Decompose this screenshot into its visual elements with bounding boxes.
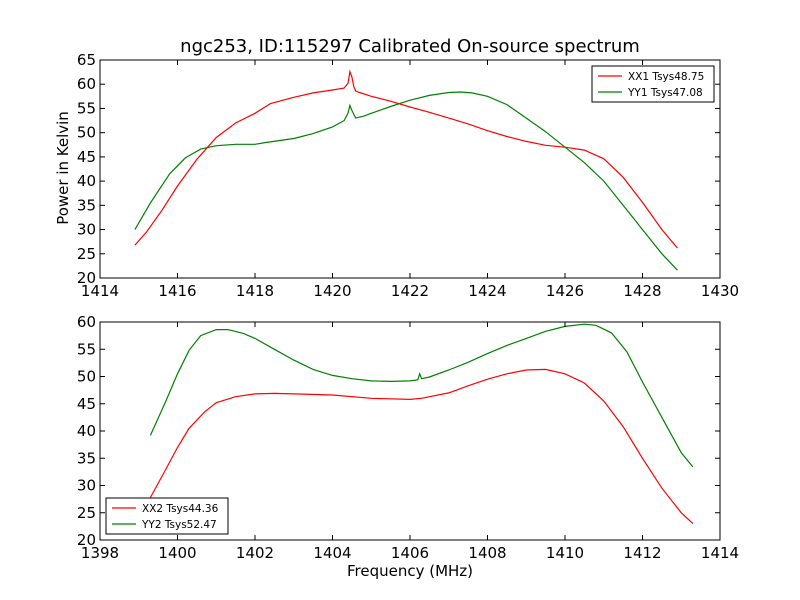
y-tick-label-0-3: 35 [77, 196, 96, 214]
x-tick-label-1-2: 1402 [236, 544, 274, 562]
legend-0: XX1 Tsys48.75 YY1 Tsys47.08 [591, 65, 715, 103]
x-tick-label-0-6: 1426 [546, 282, 584, 300]
chart-title: ngc253, ID:115297 Calibrated On-source s… [180, 36, 640, 57]
y-tick-label-0-9: 65 [77, 51, 96, 69]
x-tick-label-1-3: 1404 [313, 544, 351, 562]
x-tick-label-0-3: 1420 [313, 282, 351, 300]
series-line-1-1 [149, 323, 694, 468]
x-tick-label-0-0: 1414 [81, 282, 119, 300]
series-line-1-0 [149, 368, 694, 525]
x-tick-label-1-1: 1400 [158, 544, 196, 562]
y-tick-label-0-4: 40 [77, 172, 96, 190]
legend-label-1-1: YY2 Tsys52.47 [141, 519, 217, 531]
x-tick-label-0-1: 1416 [158, 282, 196, 300]
y-tick-label-1-6: 50 [77, 368, 96, 386]
legend-label-0-0: XX1 Tsys48.75 [628, 71, 704, 83]
y-tick-label-0-0: 20 [77, 269, 96, 287]
x-tick-label-1-6: 1410 [546, 544, 584, 562]
y-tick-label-0-8: 60 [77, 75, 96, 93]
y-tick-label-1-5: 45 [77, 395, 96, 413]
y-tick-label-0-5: 45 [77, 148, 96, 166]
x-tick-label-0-4: 1422 [391, 282, 429, 300]
y-tick-label-0-7: 55 [77, 99, 96, 117]
x-tick-label-0-2: 1418 [236, 282, 274, 300]
legend-box-1 [105, 497, 229, 535]
y-tick-label-1-4: 40 [77, 422, 96, 440]
y-tick-label-1-8: 60 [77, 313, 96, 331]
legend-label-0-1: YY1 Tsys47.08 [627, 87, 703, 99]
legend-box-0 [591, 65, 715, 103]
x-tick-label-1-7: 1412 [623, 544, 661, 562]
y-tick-label-1-7: 55 [77, 340, 96, 358]
x-tick-label-1-0: 1398 [81, 544, 119, 562]
top-panel: 1414 1416 1418 1420 1422 1424 1426 1428 1430 20 25… [77, 51, 739, 300]
x-axis-label: Frequency (MHz) [347, 562, 473, 580]
series-line-0-1 [134, 91, 678, 271]
x-tick-label-0-5: 1424 [468, 282, 506, 300]
x-tick-label-1-5: 1408 [468, 544, 506, 562]
y-axis-label: Power in Kelvin [54, 111, 72, 225]
legend-label-1-0: XX2 Tsys44.36 [142, 503, 219, 515]
x-tick-label-1-4: 1406 [391, 544, 429, 562]
x-tick-label-1-8: 1414 [701, 544, 739, 562]
y-tick-label-1-1: 25 [77, 504, 96, 522]
y-tick-label-0-6: 50 [77, 124, 96, 142]
y-tick-label-1-0: 20 [77, 531, 96, 549]
x-tick-label-0-7: 1428 [623, 282, 661, 300]
y-tick-label-1-3: 35 [77, 449, 96, 467]
y-tick-label-1-2: 30 [77, 477, 96, 495]
legend-1: XX2 Tsys44.36 YY2 Tsys52.47 [105, 497, 229, 535]
bottom-panel: 1398 1400 1402 1404 1406 1408 1410 1412 1414 20 25… [77, 313, 739, 562]
y-tick-label-0-2: 30 [77, 221, 96, 239]
y-tick-label-0-1: 25 [77, 245, 96, 263]
x-tick-label-0-8: 1430 [701, 282, 739, 300]
